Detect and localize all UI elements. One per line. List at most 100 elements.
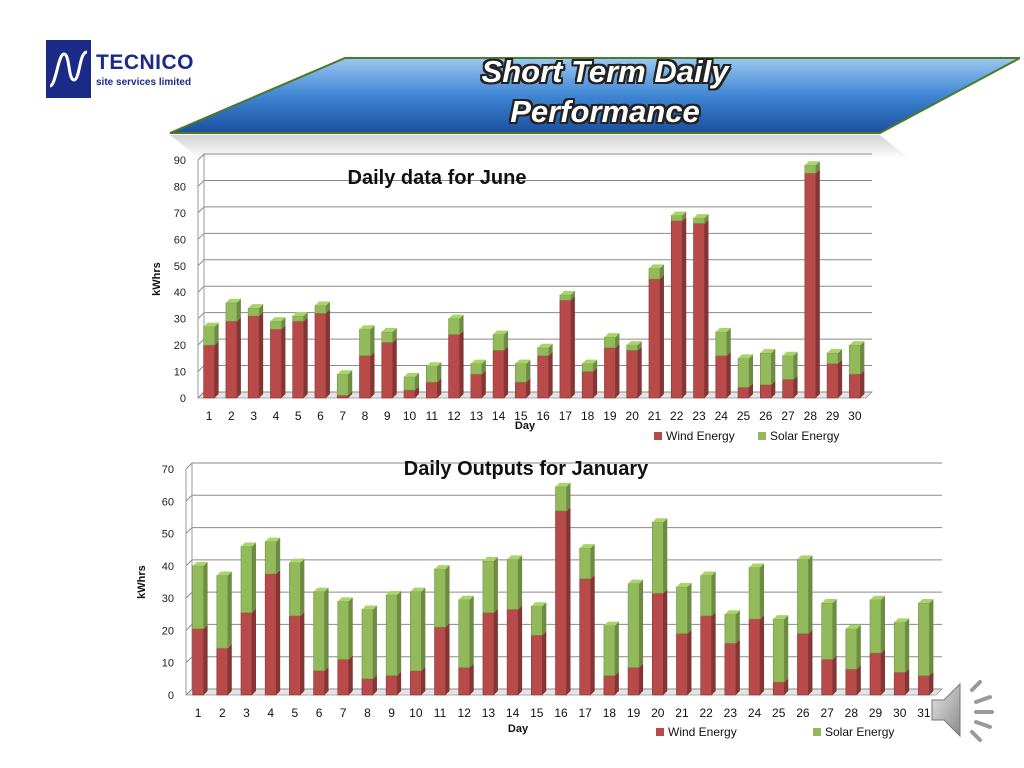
bar-top: [537, 343, 553, 348]
x-tick-label: 1: [195, 706, 202, 720]
bar-wind-energy: [314, 313, 327, 399]
bar-top: [715, 327, 731, 332]
x-tick-label: 30: [848, 409, 862, 423]
bar-top: [386, 590, 402, 595]
bar-wind-energy: [247, 315, 260, 399]
bar-wind-side: [236, 317, 241, 398]
logo-subtitle: site services limited: [96, 77, 191, 88]
bar-wind-side: [590, 574, 595, 695]
bar-solar-side: [526, 359, 531, 383]
x-tick-label: 7: [340, 706, 347, 720]
bar-top: [292, 312, 308, 317]
bar-wind-side: [259, 312, 264, 398]
bar-solar-energy: [247, 307, 260, 317]
x-tick-label: 28: [845, 706, 859, 720]
bar-solar-energy: [700, 575, 712, 617]
legend-label-solar: Solar Energy: [770, 429, 839, 443]
x-axis-label: Day: [508, 723, 529, 735]
bar-solar-side: [276, 537, 281, 574]
bar-wind-energy: [869, 652, 882, 696]
bar-wind-side: [481, 370, 486, 398]
bar-solar-energy: [470, 363, 483, 375]
y-tick-label: 80: [174, 181, 186, 193]
x-tick-label: 21: [675, 706, 689, 720]
bar-wind-energy: [845, 668, 858, 696]
x-tick-label: 24: [748, 706, 762, 720]
bar-wind-energy: [515, 381, 527, 399]
bar-top: [337, 370, 353, 375]
y-tick-label: 70: [162, 464, 174, 476]
bar-wind-side: [459, 330, 464, 398]
bar-wind-energy: [531, 634, 543, 696]
y-tick-label: 40: [174, 287, 186, 299]
bar-wind-energy: [448, 334, 460, 399]
bar-solar-side: [469, 595, 474, 668]
bar-solar-energy: [748, 567, 761, 620]
bar-solar-side: [682, 211, 687, 221]
bar-solar-side: [348, 597, 353, 660]
bar-wind-side: [663, 589, 668, 695]
bar-wind-energy: [748, 618, 761, 696]
bar-solar-energy: [434, 568, 446, 628]
x-tick-label: 19: [603, 409, 617, 423]
bar-top: [531, 602, 547, 607]
x-tick-label: 13: [482, 706, 496, 720]
y-tick-label: 0: [180, 393, 186, 405]
bar-wind-energy: [693, 223, 705, 399]
x-tick-label: 24: [715, 409, 729, 423]
bar-solar-side: [203, 561, 208, 629]
x-tick-label: 28: [804, 409, 818, 423]
bar-top: [821, 598, 837, 603]
bar-solar-energy: [670, 215, 683, 222]
bar-wind-side: [735, 639, 740, 695]
bar-wind-energy: [603, 675, 616, 696]
bar-wind-energy: [192, 628, 204, 696]
bar-wind-energy: [470, 373, 483, 399]
y-tick-label: 50: [162, 529, 174, 541]
bar-top: [773, 615, 789, 620]
bar-top: [555, 482, 571, 487]
bar-wind-side: [324, 666, 329, 695]
bar-wind-energy: [651, 592, 664, 696]
bar-solar-side: [639, 579, 644, 668]
bar-solar-energy: [724, 613, 737, 644]
bar-solar-side: [392, 327, 397, 343]
bar-solar-energy: [626, 344, 639, 351]
bar-top: [652, 518, 668, 523]
bar-wind-side: [421, 666, 426, 695]
bar-wind-side: [815, 169, 820, 398]
bar-wind-side: [637, 346, 642, 398]
bar-top: [470, 359, 486, 364]
bar-top: [579, 544, 595, 549]
chart-title: Daily data for June: [348, 167, 527, 189]
x-tick-label: 16: [536, 409, 550, 423]
bar-solar-side: [687, 582, 692, 634]
bar-wind-side: [808, 629, 813, 695]
x-tick-label: 23: [692, 409, 706, 423]
bar-solar-energy: [337, 601, 350, 660]
bar-solar-side: [325, 301, 330, 314]
bar-solar-energy: [203, 326, 215, 346]
bar-solar-side: [614, 621, 619, 676]
bar-top: [724, 610, 740, 615]
x-tick-label: 4: [267, 706, 274, 720]
bar-top: [797, 555, 813, 560]
x-tick-label: 26: [796, 706, 810, 720]
bar-solar-energy: [604, 336, 616, 349]
legend-label-wind: Wind Energy: [668, 725, 737, 739]
bar-solar-side: [637, 341, 642, 351]
bar-top: [676, 582, 692, 587]
x-tick-label: 17: [579, 706, 593, 720]
x-tick-label: 19: [627, 706, 641, 720]
bar-wind-side: [493, 608, 498, 695]
x-tick-label: 15: [514, 409, 528, 423]
bar-wind-side: [276, 569, 281, 695]
bar-top: [603, 621, 619, 626]
bar-wind-side: [566, 506, 571, 695]
speaker-sound-icon[interactable]: [928, 676, 1000, 744]
bar-solar-side: [548, 343, 553, 356]
bar-wind-side: [771, 380, 776, 398]
bar-solar-energy: [555, 486, 567, 512]
bar-top: [870, 595, 886, 600]
bar-top: [410, 587, 426, 592]
